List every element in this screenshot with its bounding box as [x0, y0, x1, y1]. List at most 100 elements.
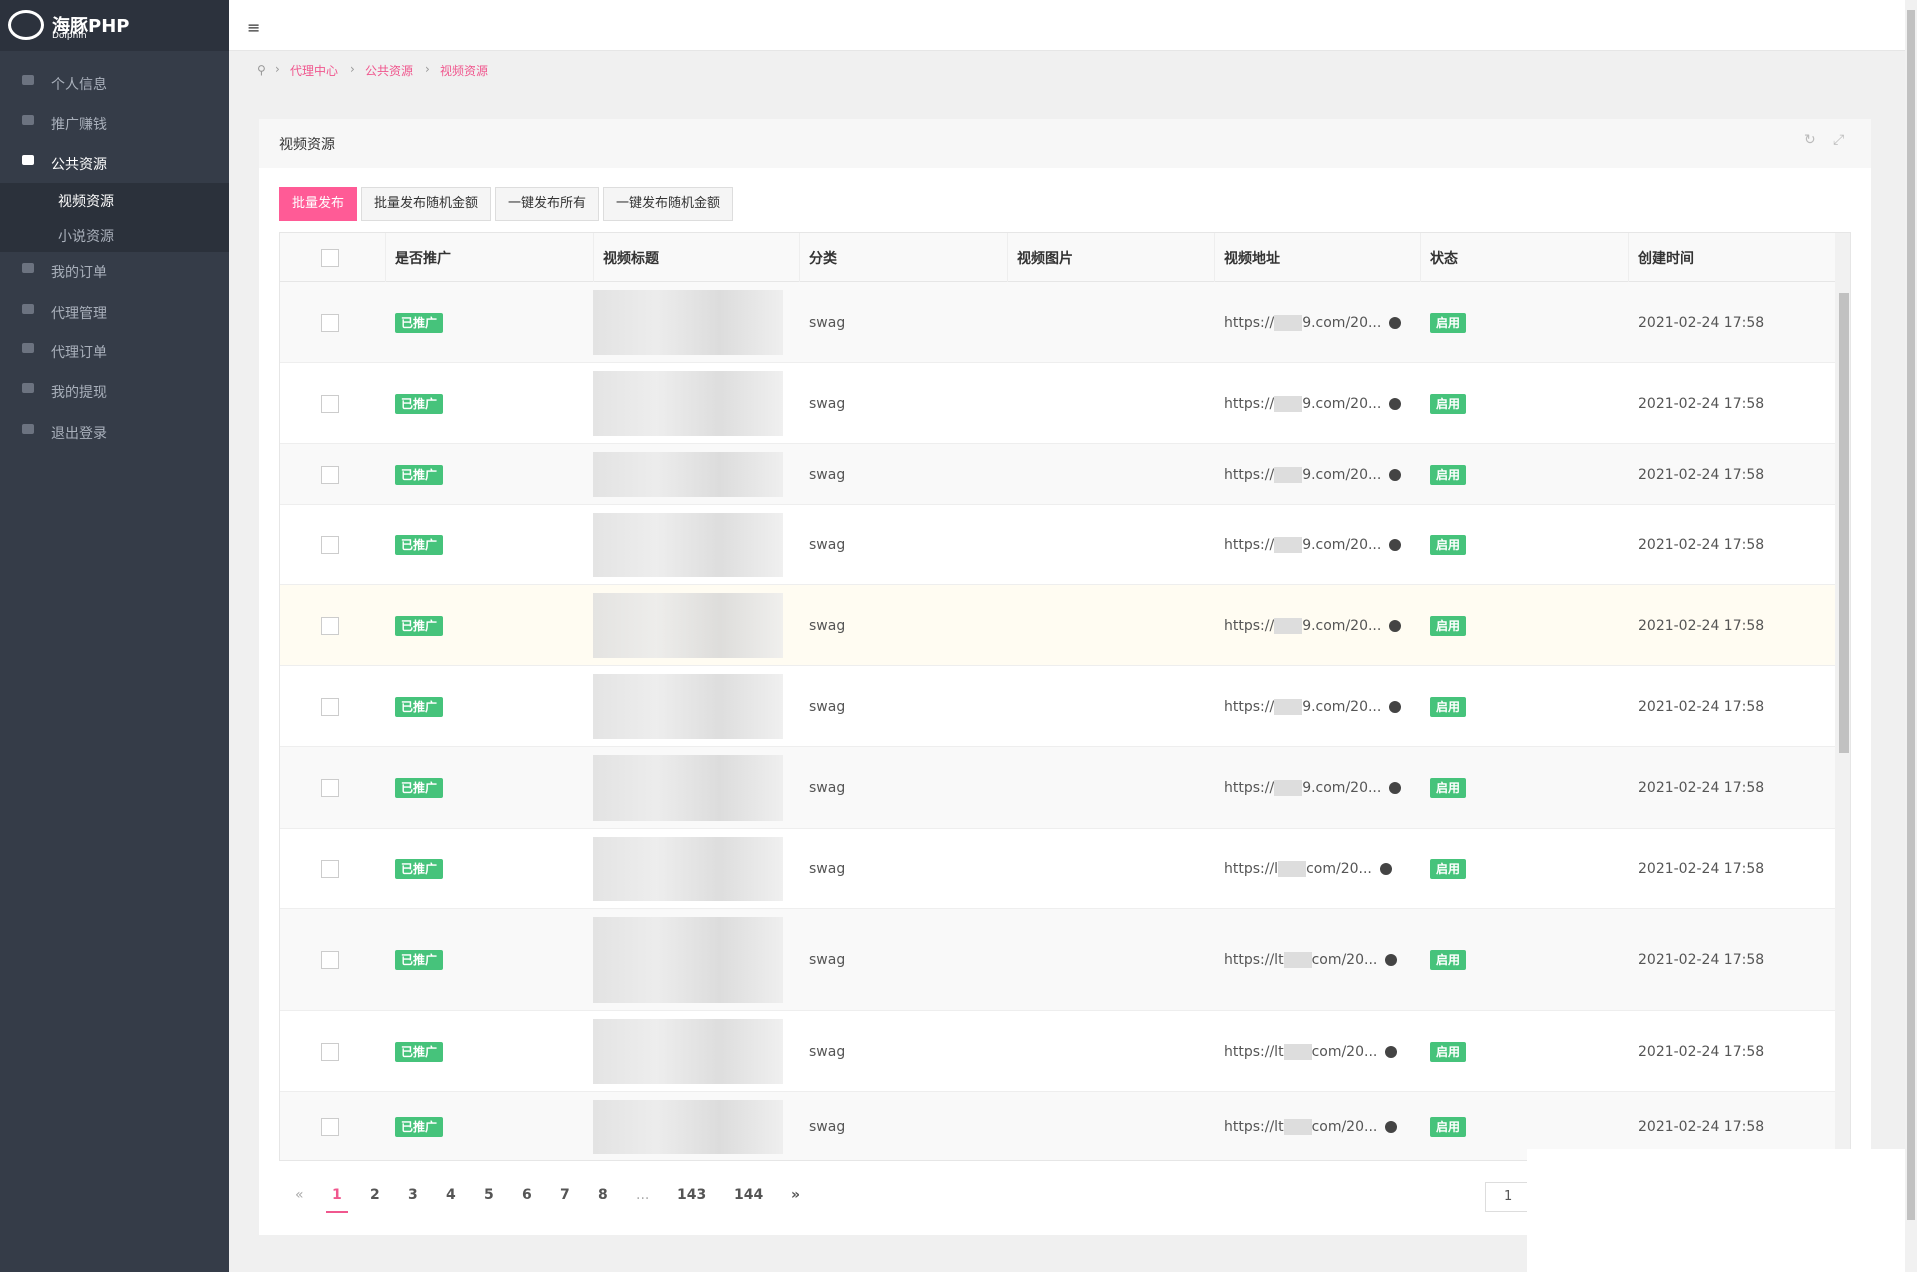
page-link[interactable]: 8	[598, 1187, 608, 1203]
url-blur	[1274, 780, 1303, 796]
row-checkbox[interactable]	[321, 1118, 339, 1136]
created-time: 2021-02-24 17:58	[1638, 952, 1765, 968]
help-icon[interactable]	[1389, 468, 1402, 481]
page-link[interactable]: »	[791, 1187, 801, 1203]
menu-item[interactable]: 我的订单	[51, 265, 107, 281]
submenu-item[interactable]: 小说资源	[58, 229, 114, 245]
video-url: https:// 9.com/20...	[1224, 666, 1402, 747]
help-icon[interactable]	[1385, 954, 1398, 966]
menu-item[interactable]: 推广赚钱	[51, 117, 107, 133]
column-header: 创建时间	[1638, 250, 1694, 267]
menu-item[interactable]: 代理管理	[51, 306, 107, 322]
menu-icon	[22, 155, 34, 165]
breadcrumb-link[interactable]: 公共资源	[365, 64, 414, 78]
row-checkbox[interactable]	[321, 616, 339, 635]
created-time: 2021-02-24 17:58	[1638, 466, 1765, 483]
help-icon[interactable]	[1389, 700, 1402, 713]
category: swag	[809, 395, 846, 412]
video-url: https://lt com/20...	[1224, 1092, 1398, 1160]
page-link[interactable]: 5	[484, 1187, 494, 1203]
action-button[interactable]: 一键发布所有	[495, 187, 600, 221]
page-link[interactable]: ...	[636, 1187, 650, 1203]
url-blur	[1274, 617, 1303, 634]
help-icon[interactable]	[1379, 863, 1392, 875]
row-checkbox[interactable]	[321, 951, 339, 969]
url-blur	[1274, 698, 1303, 715]
page-link[interactable]: 7	[560, 1187, 570, 1203]
url-blur	[1274, 466, 1303, 483]
menu-item[interactable]: 退出登录	[51, 426, 107, 442]
blurred-title	[593, 593, 783, 658]
menu-icon	[22, 263, 34, 273]
help-icon[interactable]	[1389, 619, 1402, 632]
help-icon[interactable]	[1385, 1121, 1398, 1133]
url-start: https://lt	[1224, 1119, 1284, 1135]
row-checkbox[interactable]	[321, 313, 339, 332]
page-link[interactable]: 6	[522, 1187, 532, 1203]
url-blur	[1274, 537, 1303, 553]
row-checkbox[interactable]	[321, 779, 339, 797]
page-link[interactable]: 1	[326, 1187, 348, 1213]
url-end: 9.com/20...	[1302, 314, 1382, 331]
table-row: 已推广 swag https:// 9.com/20... 启用 2021-02-24 1…	[280, 747, 1835, 829]
menu-icon	[22, 75, 34, 85]
table: 是否推广 视频标题 分类 视频图片 视频地址 状态 创建时间 已推广 swag https:// 9…	[279, 232, 1851, 1161]
video-url: https://lt com/20...	[1224, 1011, 1398, 1092]
refresh-icon[interactable]: ↻	[1804, 132, 1816, 148]
column-header: 视频标题	[603, 250, 659, 267]
url-start: https://	[1224, 395, 1275, 412]
category: swag	[809, 780, 846, 796]
url-blur	[1283, 952, 1312, 968]
url-start: https://	[1224, 466, 1275, 483]
page-link[interactable]: 3	[408, 1187, 418, 1203]
header-checkbox[interactable]	[321, 249, 339, 267]
breadcrumb-home[interactable]: ⚲	[257, 63, 266, 77]
url-blur	[1283, 1119, 1312, 1135]
menu-item[interactable]: 公共资源	[51, 157, 107, 173]
row-checkbox[interactable]	[321, 1042, 339, 1061]
logo-icon	[8, 10, 44, 40]
menu-item[interactable]: 个人信息	[51, 77, 107, 93]
page-link[interactable]: «	[295, 1187, 304, 1203]
breadcrumb-link[interactable]: 代理中心	[290, 64, 339, 78]
status-badge: 启用	[1430, 696, 1467, 717]
action-button[interactable]: 批量发布	[279, 187, 358, 221]
help-icon[interactable]	[1389, 397, 1402, 410]
blurred-title	[593, 1019, 783, 1084]
menu-icon	[22, 115, 34, 125]
help-icon[interactable]	[1389, 316, 1402, 329]
page-link[interactable]: 4	[446, 1187, 456, 1203]
url-start: https://lt	[1224, 952, 1284, 968]
menu-item[interactable]: 我的提现	[51, 385, 107, 401]
category: swag	[809, 861, 846, 877]
promoted-badge: 已推广	[395, 950, 444, 970]
url-end: 9.com/20...	[1302, 780, 1382, 796]
column-header: 是否推广	[395, 250, 451, 267]
action-button[interactable]: 批量发布随机金额	[361, 187, 492, 221]
row-checkbox[interactable]	[321, 860, 339, 878]
page-link[interactable]: 144	[734, 1187, 764, 1203]
help-icon[interactable]	[1385, 1045, 1398, 1058]
url-start: https://l	[1224, 861, 1279, 877]
help-icon[interactable]	[1389, 782, 1402, 794]
category: swag	[809, 466, 846, 483]
url-end: 9.com/20...	[1302, 395, 1382, 412]
menu-item[interactable]: 代理订单	[51, 345, 107, 361]
page-link[interactable]: 2	[370, 1187, 380, 1203]
row-checkbox[interactable]	[321, 697, 339, 716]
category: swag	[809, 314, 846, 331]
topbar	[229, 0, 1917, 51]
row-checkbox[interactable]	[321, 465, 339, 484]
table-row: 已推广 swag https:// 9.com/20... 启用 2021-02-24 1…	[280, 444, 1835, 505]
submenu-item[interactable]: 视频资源	[58, 194, 114, 210]
url-end: com/20...	[1311, 952, 1378, 968]
row-checkbox[interactable]	[321, 536, 339, 554]
row-checkbox[interactable]	[321, 394, 339, 413]
menu-toggle[interactable]: ≡	[247, 18, 261, 37]
action-button[interactable]: 一键发布随机金额	[603, 187, 734, 221]
fullscreen-icon[interactable]: ⤢	[1833, 132, 1845, 148]
help-icon[interactable]	[1389, 539, 1402, 551]
table-row: 已推广 swag https://l com/20... 启用 2021-02-24 17…	[280, 829, 1835, 909]
breadcrumb-link[interactable]: 视频资源	[440, 64, 489, 78]
page-link[interactable]: 143	[677, 1187, 707, 1203]
